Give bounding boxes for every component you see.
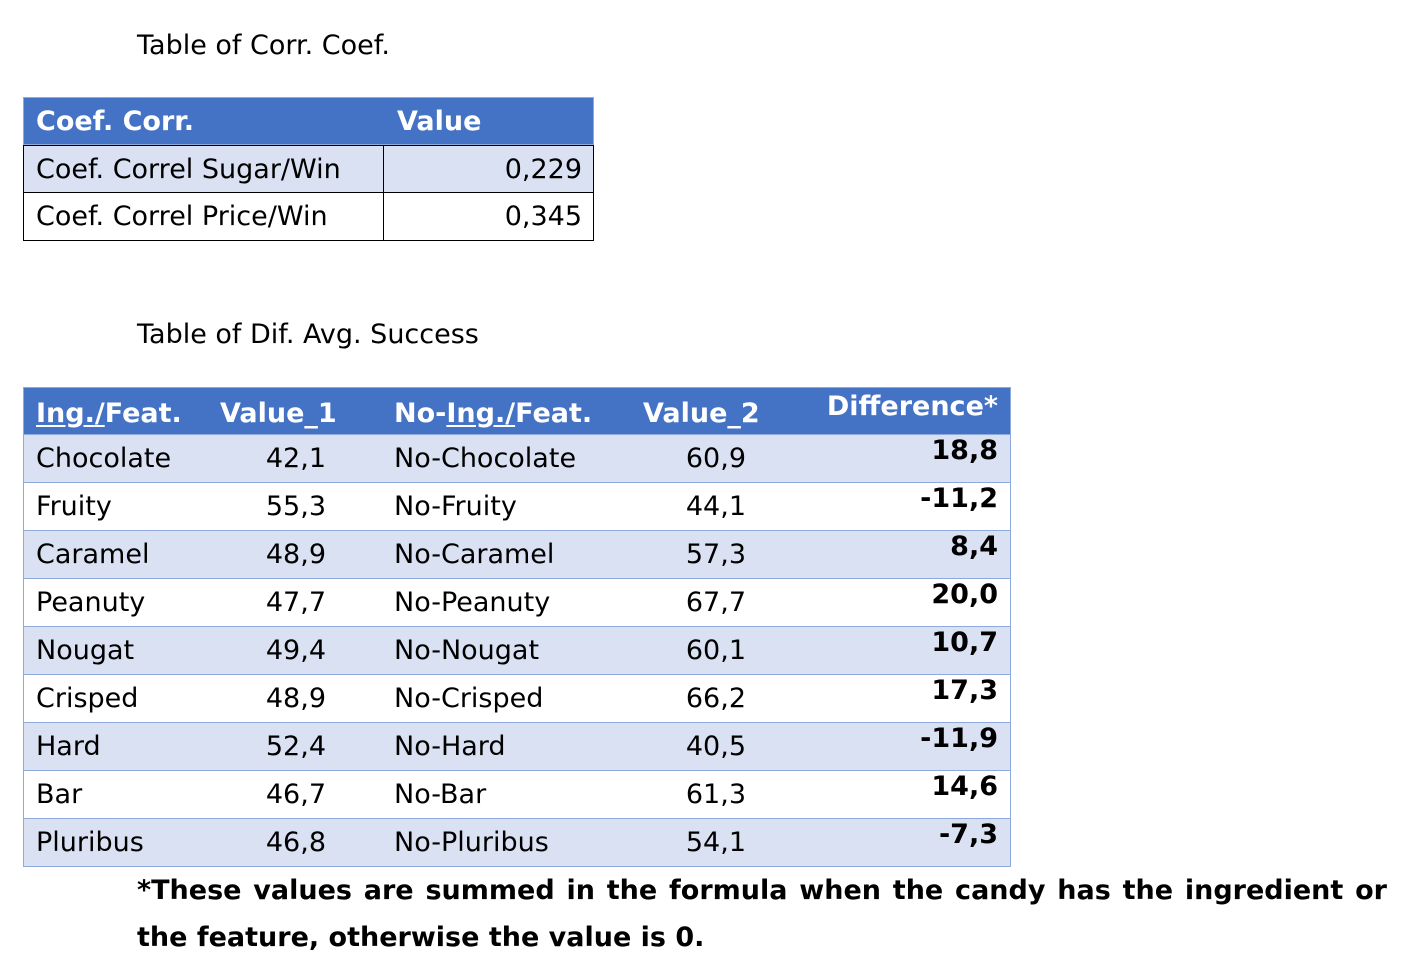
table2-header-ingredient: Ing./Feat. (36, 388, 182, 434)
row-ingredient: Peanuty (36, 587, 146, 618)
row-ingredient: Hard (36, 731, 101, 762)
table1-cell-label: Coef. Correl Sugar/Win (23, 145, 384, 193)
table-row: Fruity 55,3 No-Fruity 44,1 -11,2 (24, 482, 1010, 530)
table1-cell-value: 0,229 (384, 145, 594, 193)
row-ingredient: Bar (36, 779, 83, 810)
row-value2: 67,7 (685, 587, 746, 618)
row-no-ingredient: No-Pluribus (394, 827, 549, 858)
row-value2: 57,3 (685, 539, 746, 570)
table2-header-no-ingredient: No-Ing./Feat. (394, 388, 592, 434)
header-text: / (505, 398, 516, 429)
header-text: Ing. (446, 398, 506, 429)
row-ingredient: Chocolate (36, 443, 172, 474)
table-row: Hard 52,4 No-Hard 40,5 -11,9 (24, 722, 1010, 770)
row-value1: 47,7 (265, 587, 326, 618)
table1-header-value: Value (397, 106, 482, 137)
row-value2: 60,1 (685, 635, 746, 666)
table-row: Peanuty 47,7 No-Peanuty 67,7 20,0 (24, 578, 1010, 626)
row-no-ingredient: No-Hard (394, 731, 506, 762)
avg-success-table: Ing./Feat. Value_1 No-Ing./Feat. Value_2… (23, 387, 1011, 867)
row-difference: 18,8 (931, 435, 998, 466)
row-no-ingredient: No-Peanuty (394, 587, 551, 618)
table1-caption: Table of Corr. Coef. (137, 30, 390, 61)
row-ingredient: Nougat (36, 635, 135, 666)
row-no-ingredient: No-Nougat (394, 635, 540, 666)
table-row: Coef. Correl Sugar/Win 0,229 (23, 145, 594, 193)
row-value2: 54,1 (685, 827, 746, 858)
corr-coef-table: Coef. Corr. Value Coef. Correl Sugar/Win… (23, 97, 594, 241)
header-text: Feat. (515, 398, 593, 429)
header-text: Ing. (36, 398, 95, 429)
table1-header-coef: Coef. Corr. (36, 106, 195, 137)
row-ingredient: Pluribus (36, 827, 144, 858)
header-text: Feat. (104, 398, 182, 429)
row-value1: 48,9 (265, 683, 326, 714)
table1-cell-label: Coef. Correl Price/Win (23, 193, 384, 241)
table-row: Pluribus 46,8 No-Pluribus 54,1 -7,3 (24, 818, 1010, 866)
table2-caption: Table of Dif. Avg. Success (137, 319, 479, 350)
table2-header-row: Ing./Feat. Value_1 No-Ing./Feat. Value_2… (24, 388, 1010, 434)
row-value1: 46,7 (265, 779, 326, 810)
table2-header-difference: Difference* (826, 391, 998, 422)
row-value2: 40,5 (685, 731, 746, 762)
table-row: Chocolate 42,1 No-Chocolate 60,9 18,8 (24, 434, 1010, 482)
row-difference: -11,9 (920, 723, 998, 754)
header-text: / (94, 398, 105, 429)
row-no-ingredient: No-Bar (394, 779, 487, 810)
row-difference: 20,0 (931, 579, 998, 610)
row-difference: 14,6 (931, 771, 998, 802)
row-value2: 61,3 (685, 779, 746, 810)
row-difference: 8,4 (950, 531, 998, 562)
row-value2: 66,2 (685, 683, 746, 714)
row-no-ingredient: No-Crisped (394, 683, 544, 714)
row-value1: 52,4 (265, 731, 326, 762)
row-difference: 17,3 (931, 675, 998, 706)
table-row: Caramel 48,9 No-Caramel 57,3 8,4 (24, 530, 1010, 578)
row-difference: -11,2 (920, 483, 998, 514)
row-no-ingredient: No-Caramel (394, 539, 555, 570)
row-difference: -7,3 (938, 819, 998, 850)
row-ingredient: Crisped (36, 683, 139, 714)
table2-header-value1: Value_1 (220, 398, 337, 429)
table1-header-row: Coef. Corr. Value (23, 97, 594, 145)
row-value1: 46,8 (265, 827, 326, 858)
table-row: Crisped 48,9 No-Crisped 66,2 17,3 (24, 674, 1010, 722)
row-no-ingredient: No-Fruity (394, 491, 517, 522)
row-value1: 49,4 (265, 635, 326, 666)
row-value2: 60,9 (685, 443, 746, 474)
row-difference: 10,7 (931, 627, 998, 658)
table-row: Nougat 49,4 No-Nougat 60,1 10,7 (24, 626, 1010, 674)
row-ingredient: Caramel (36, 539, 150, 570)
footnote: *These values are summed in the formula … (137, 875, 1387, 953)
table2-header-value2: Value_2 (643, 398, 760, 429)
header-text: No- (394, 398, 447, 429)
row-value1: 55,3 (265, 491, 326, 522)
row-ingredient: Fruity (36, 491, 112, 522)
row-value1: 42,1 (265, 443, 326, 474)
table-row: Bar 46,7 No-Bar 61,3 14,6 (24, 770, 1010, 818)
row-value2: 44,1 (685, 491, 746, 522)
table1-cell-value: 0,345 (384, 193, 594, 241)
row-value1: 48,9 (265, 539, 326, 570)
row-no-ingredient: No-Chocolate (394, 443, 577, 474)
table-row: Coef. Correl Price/Win 0,345 (23, 193, 594, 241)
